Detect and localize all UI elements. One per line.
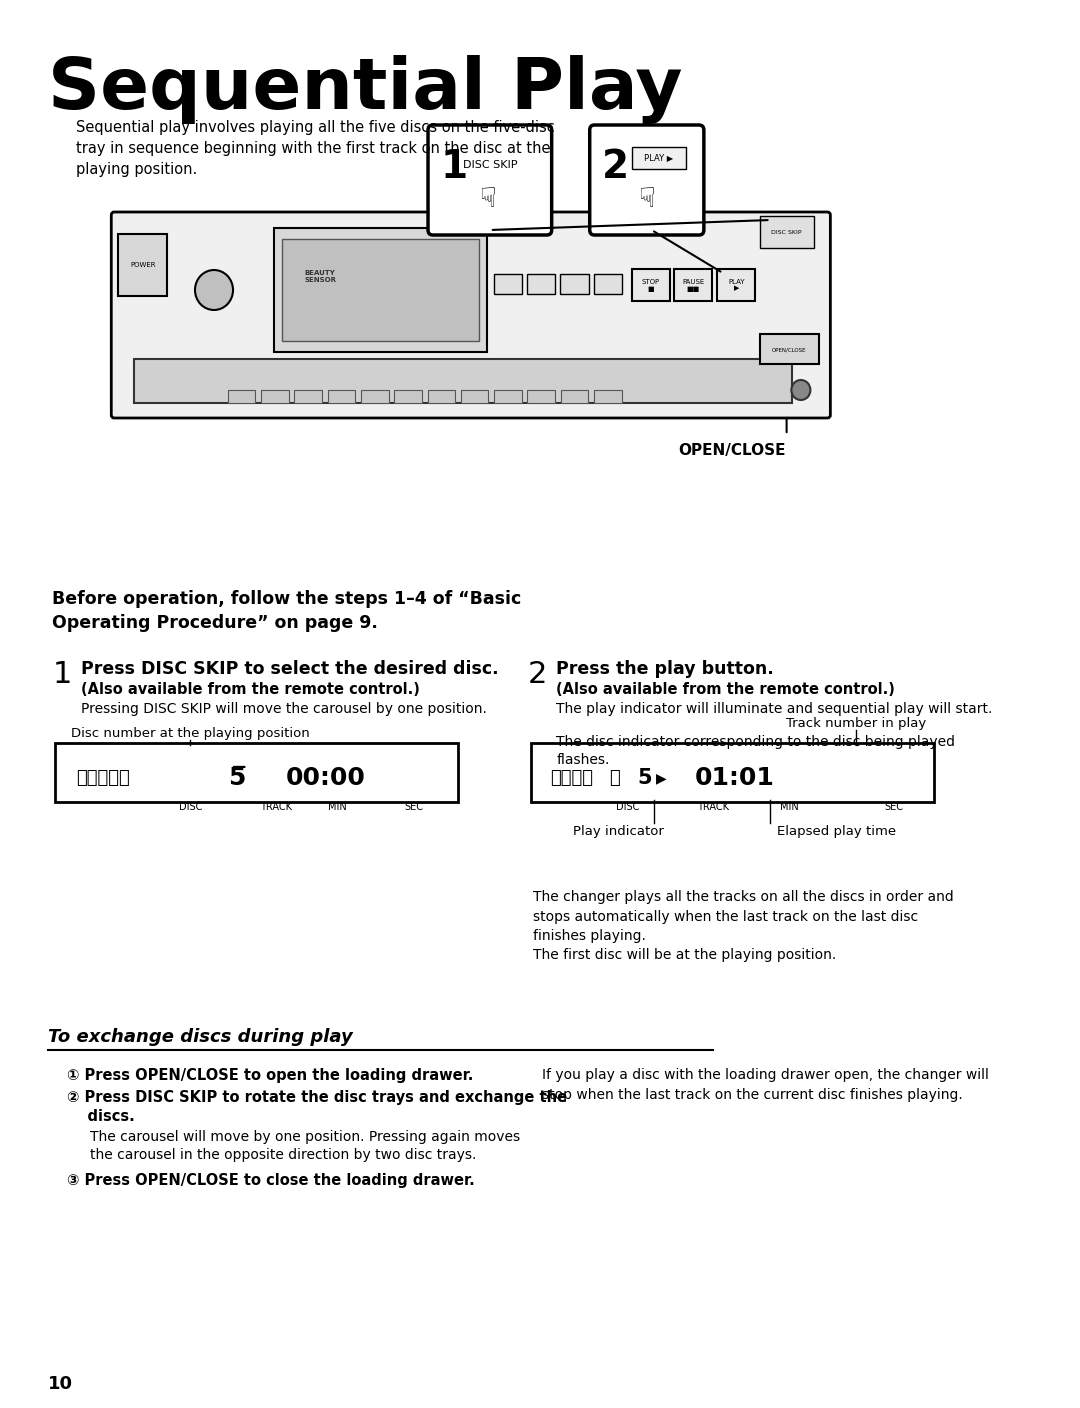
Text: POWER: POWER	[130, 262, 156, 268]
Text: MIN: MIN	[780, 803, 799, 812]
FancyBboxPatch shape	[111, 213, 831, 418]
Text: 2: 2	[528, 660, 548, 689]
FancyBboxPatch shape	[261, 390, 288, 403]
Text: The disc indicator corresponding to the disc being played
flashes.: The disc indicator corresponding to the …	[556, 735, 956, 767]
FancyBboxPatch shape	[527, 390, 555, 403]
Text: Disc number at the playing position: Disc number at the playing position	[71, 727, 310, 741]
Text: STOP
■: STOP ■	[642, 279, 660, 291]
Text: ☟: ☟	[480, 184, 497, 213]
Text: ⓔ: ⓔ	[609, 769, 620, 787]
Text: Elapsed play time: Elapsed play time	[778, 825, 896, 838]
Text: ② Press DISC SKIP to rotate the disc trays and exchange the
    discs.: ② Press DISC SKIP to rotate the disc tra…	[67, 1090, 567, 1124]
Text: DISC SKIP: DISC SKIP	[771, 231, 801, 235]
Text: (Also available from the remote control.): (Also available from the remote control.…	[556, 681, 895, 697]
Text: BEAUTY
SENSOR: BEAUTY SENSOR	[305, 270, 336, 283]
FancyBboxPatch shape	[760, 334, 819, 365]
Text: DISC SKIP: DISC SKIP	[462, 161, 517, 170]
Text: To exchange discs during play: To exchange discs during play	[48, 1028, 352, 1046]
FancyBboxPatch shape	[674, 269, 713, 301]
FancyBboxPatch shape	[394, 390, 422, 403]
Text: PLAY
▶: PLAY ▶	[728, 279, 744, 291]
FancyBboxPatch shape	[561, 275, 589, 294]
Text: TRACK: TRACK	[260, 803, 292, 812]
Text: SEC: SEC	[885, 803, 904, 812]
Text: Sequential play involves playing all the five discs on the five-disc
tray in seq: Sequential play involves playing all the…	[76, 120, 555, 177]
Text: Track number in play: Track number in play	[786, 717, 927, 729]
FancyBboxPatch shape	[632, 269, 670, 301]
FancyBboxPatch shape	[594, 275, 622, 294]
FancyBboxPatch shape	[55, 743, 458, 803]
Text: The changer plays all the tracks on all the discs in order and
stops automatical: The changer plays all the tracks on all …	[532, 890, 954, 963]
FancyBboxPatch shape	[494, 275, 523, 294]
FancyBboxPatch shape	[561, 390, 589, 403]
Circle shape	[195, 270, 233, 310]
FancyBboxPatch shape	[134, 359, 793, 403]
Text: OPEN/CLOSE: OPEN/CLOSE	[772, 348, 807, 352]
Text: 00:00: 00:00	[285, 766, 365, 790]
FancyBboxPatch shape	[760, 215, 814, 248]
FancyBboxPatch shape	[361, 390, 389, 403]
Text: If you play a disc with the loading drawer open, the changer will
stop when the : If you play a disc with the loading draw…	[542, 1069, 989, 1101]
Text: The carousel will move by one position. Pressing again moves
the carousel in the: The carousel will move by one position. …	[91, 1131, 521, 1163]
Text: Before operation, follow the steps 1–4 of “Basic
Operating Procedure” on page 9.: Before operation, follow the steps 1–4 o…	[52, 590, 522, 632]
Text: 5: 5	[637, 767, 652, 788]
FancyBboxPatch shape	[495, 390, 522, 403]
Text: OPEN/CLOSE: OPEN/CLOSE	[678, 444, 786, 458]
Text: ① Press OPEN/CLOSE to open the loading drawer.: ① Press OPEN/CLOSE to open the loading d…	[67, 1069, 473, 1083]
FancyBboxPatch shape	[590, 125, 704, 235]
FancyBboxPatch shape	[327, 390, 355, 403]
Text: 2: 2	[602, 148, 630, 186]
Text: 1: 1	[441, 148, 468, 186]
Text: PAUSE
■■: PAUSE ■■	[683, 279, 704, 291]
FancyBboxPatch shape	[527, 275, 555, 294]
Text: 1: 1	[52, 660, 71, 689]
Text: Play indicator: Play indicator	[572, 825, 664, 838]
Text: DISC: DISC	[178, 803, 202, 812]
Text: ③ Press OPEN/CLOSE to close the loading drawer.: ③ Press OPEN/CLOSE to close the loading …	[67, 1173, 474, 1188]
Text: The play indicator will illuminate and sequential play will start.: The play indicator will illuminate and s…	[556, 703, 993, 717]
FancyBboxPatch shape	[283, 239, 480, 341]
Text: MIN: MIN	[328, 803, 347, 812]
Text: SEC: SEC	[404, 803, 423, 812]
Text: TRACK: TRACK	[698, 803, 729, 812]
Text: ⓐⓑⓒⓓⓔ: ⓐⓑⓒⓓⓔ	[76, 769, 130, 787]
FancyBboxPatch shape	[530, 743, 934, 803]
Text: PLAY ▶: PLAY ▶	[644, 153, 673, 162]
Text: 01:01: 01:01	[694, 766, 774, 790]
Text: Sequential Play: Sequential Play	[48, 55, 683, 124]
FancyBboxPatch shape	[228, 390, 255, 403]
FancyBboxPatch shape	[295, 390, 322, 403]
FancyBboxPatch shape	[428, 125, 552, 235]
FancyBboxPatch shape	[118, 234, 167, 296]
FancyBboxPatch shape	[594, 390, 622, 403]
Text: Pressing DISC SKIP will move the carousel by one position.: Pressing DISC SKIP will move the carouse…	[81, 703, 487, 717]
Circle shape	[792, 380, 810, 400]
FancyBboxPatch shape	[632, 146, 686, 169]
FancyBboxPatch shape	[717, 269, 755, 301]
Text: ⓐⓑⓒⓓ: ⓐⓑⓒⓓ	[550, 769, 593, 787]
Text: ☟: ☟	[638, 184, 656, 213]
FancyBboxPatch shape	[274, 228, 487, 352]
Text: (Also available from the remote control.): (Also available from the remote control.…	[81, 681, 420, 697]
Text: 10: 10	[48, 1376, 72, 1393]
Text: DISC: DISC	[616, 803, 639, 812]
Text: Press the play button.: Press the play button.	[556, 660, 774, 679]
FancyBboxPatch shape	[461, 390, 488, 403]
Text: Press DISC SKIP to select the desired disc.: Press DISC SKIP to select the desired di…	[81, 660, 499, 679]
Text: ▶: ▶	[657, 772, 667, 786]
FancyBboxPatch shape	[428, 390, 455, 403]
Text: 5̅̅̅: 5̅̅̅	[228, 766, 245, 790]
